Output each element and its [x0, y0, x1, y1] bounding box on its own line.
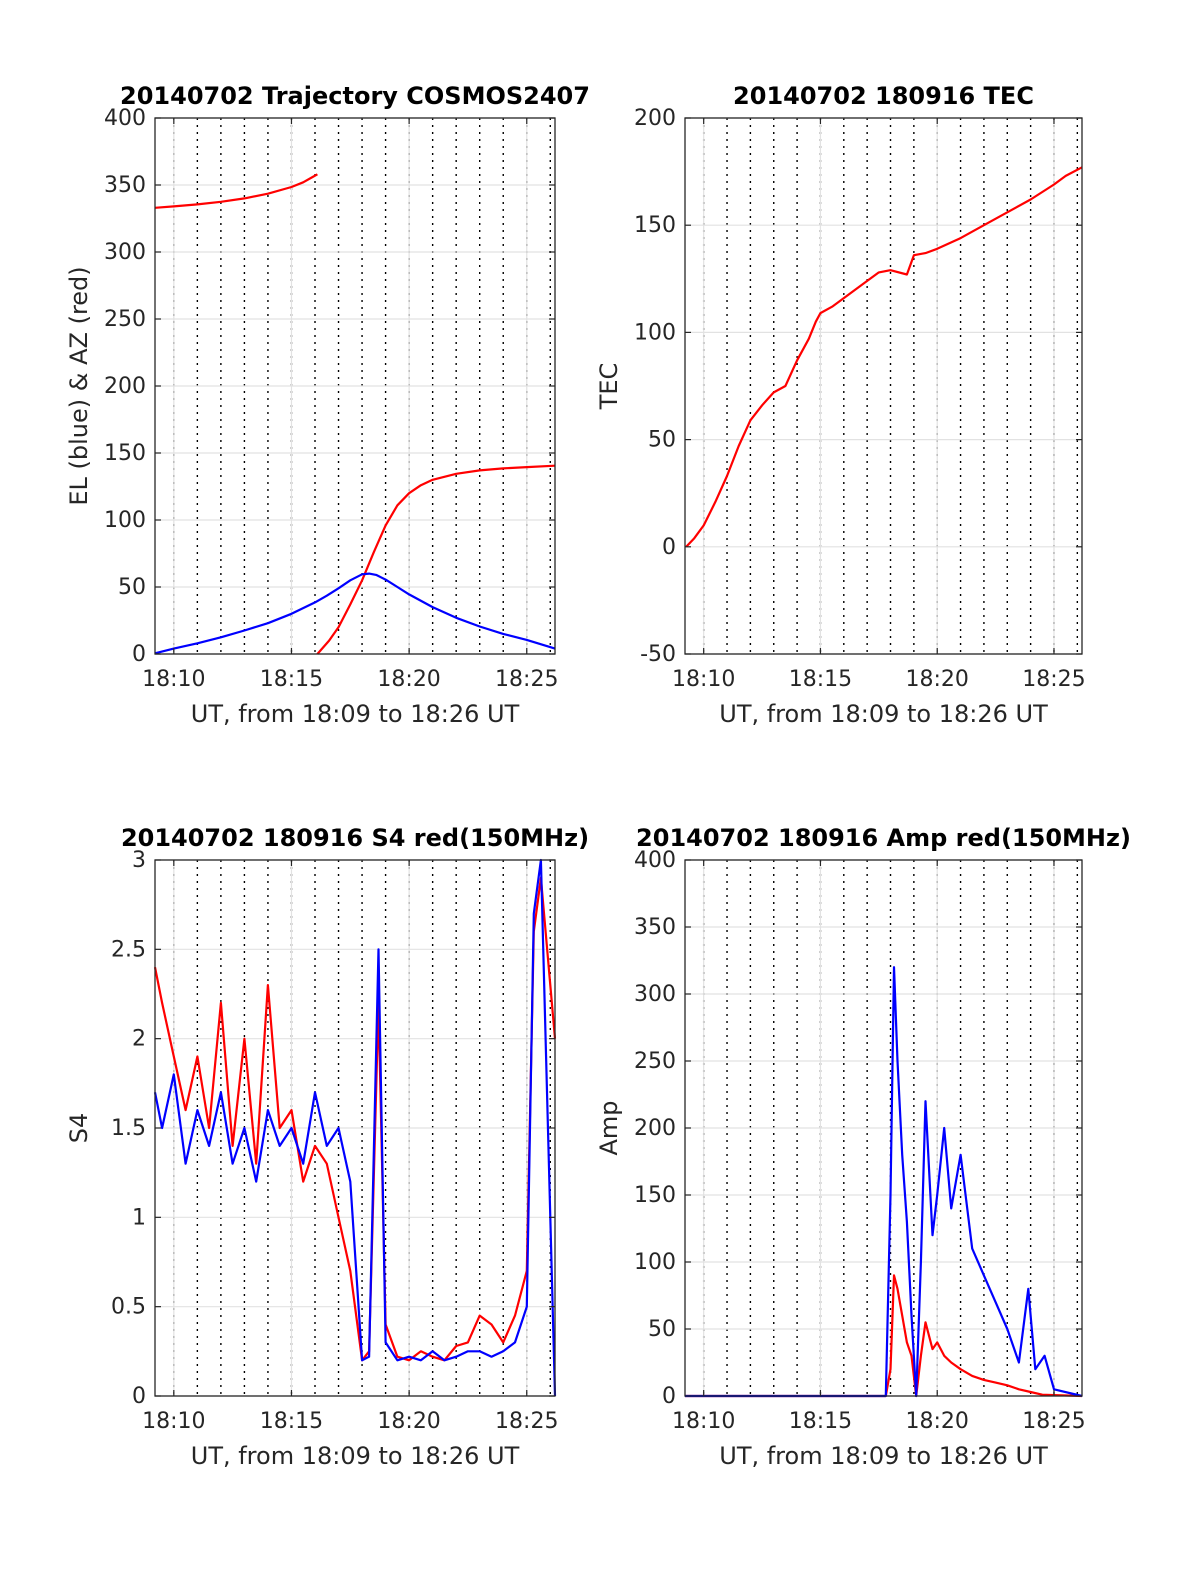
- y-tick-label: 0: [662, 535, 676, 560]
- y-tick-label: 350: [634, 915, 676, 940]
- x-tick-label: 18:20: [906, 667, 969, 692]
- series-line: [685, 966, 1083, 1398]
- y-tick-label: 300: [634, 982, 676, 1007]
- y-tick-label: 250: [104, 307, 146, 332]
- y-axis-label: Amp: [595, 1100, 623, 1155]
- y-tick-label: 150: [634, 213, 676, 238]
- y-tick-label: 400: [634, 848, 676, 873]
- y-tick-label: 50: [648, 1317, 676, 1342]
- x-tick-label: 18:10: [142, 667, 205, 692]
- y-tick-label: 0: [662, 1384, 676, 1409]
- x-axis-label: UT, from 18:09 to 18:26 UT: [719, 700, 1048, 728]
- series-line: [154, 173, 318, 209]
- y-tick-label: 100: [634, 1250, 676, 1275]
- y-tick-label: 0.5: [111, 1295, 146, 1320]
- y-tick-label: 200: [104, 374, 146, 399]
- x-tick-label: 18:25: [495, 1409, 558, 1434]
- series-line: [154, 572, 556, 655]
- y-tick-label: 100: [104, 508, 146, 533]
- y-tick-label: 50: [648, 428, 676, 453]
- y-axis-label: S4: [65, 1113, 93, 1144]
- x-tick-label: 18:20: [377, 1409, 440, 1434]
- y-tick-label: 300: [104, 240, 146, 265]
- y-tick-label: 200: [634, 1116, 676, 1141]
- y-tick-label: 2.5: [111, 937, 146, 962]
- y-tick-label: -50: [640, 642, 676, 667]
- y-tick-label: 350: [104, 173, 146, 198]
- axes-frame: [684, 117, 1083, 655]
- y-tick-label: 200: [634, 106, 676, 131]
- chart-title: 20140702 180916 Amp red(150MHz): [636, 824, 1131, 852]
- chart-title: 20140702 180916 S4 red(150MHz): [121, 824, 589, 852]
- y-tick-label: 1: [132, 1205, 146, 1230]
- chart-panel-amp: 0 50 100 150 200 250 300 350 400 18:10 18:15 18:20 1…: [595, 824, 1131, 1470]
- series-line: [316, 464, 556, 655]
- x-tick-label: 18:25: [1022, 1409, 1085, 1434]
- x-tick-label: 18:25: [495, 667, 558, 692]
- x-tick-label: 18:10: [142, 1409, 205, 1434]
- chart-panel-tec: -50 0 50 100 150 200 18:10 18:15 18:20 18:25 20140…: [595, 82, 1086, 728]
- y-tick-label: 0: [132, 1384, 146, 1409]
- chart-panel-trajectory: 0 50 100 150 200 250 300 350 400 18:10 18:15 18:20 1…: [65, 82, 590, 728]
- x-axis-label: UT, from 18:09 to 18:26 UT: [191, 1442, 520, 1470]
- series-line: [685, 1274, 1083, 1398]
- x-axis-label: UT, from 18:09 to 18:26 UT: [719, 1442, 1048, 1470]
- y-tick-label: 0: [132, 642, 146, 667]
- x-tick-label: 18:25: [1022, 667, 1085, 692]
- chart-title: 20140702 Trajectory COSMOS2407: [120, 82, 590, 110]
- x-axis-label: UT, from 18:09 to 18:26 UT: [191, 700, 520, 728]
- y-tick-label: 100: [634, 320, 676, 345]
- x-tick-label: 18:10: [672, 1409, 735, 1434]
- x-tick-label: 18:15: [789, 1409, 852, 1434]
- x-tick-label: 18:15: [789, 667, 852, 692]
- y-tick-label: 250: [634, 1049, 676, 1074]
- plot-area: [685, 118, 1082, 654]
- chart-panel-s4: 0 0.5 1 1.5 2 2.5 3 18:10 18:15 18:20 18:25 2014070…: [65, 824, 589, 1470]
- y-tick-label: 50: [118, 575, 146, 600]
- y-axis-label: TEC: [595, 363, 623, 411]
- series-line: [685, 166, 1083, 548]
- chart-title: 20140702 180916 TEC: [733, 82, 1034, 110]
- y-tick-label: 150: [634, 1183, 676, 1208]
- y-axis-label: EL (blue) & AZ (red): [65, 266, 93, 505]
- y-tick-label: 2: [132, 1027, 146, 1052]
- x-tick-label: 18:20: [377, 667, 440, 692]
- y-tick-label: 400: [104, 106, 146, 131]
- x-tick-label: 18:20: [906, 1409, 969, 1434]
- y-tick-label: 1.5: [111, 1116, 146, 1141]
- series-line: [153, 858, 557, 1397]
- x-tick-label: 18:15: [260, 667, 323, 692]
- x-tick-label: 18:10: [672, 667, 735, 692]
- y-tick-label: 150: [104, 441, 146, 466]
- y-tick-label: 3: [132, 848, 146, 873]
- x-tick-label: 18:15: [260, 1409, 323, 1434]
